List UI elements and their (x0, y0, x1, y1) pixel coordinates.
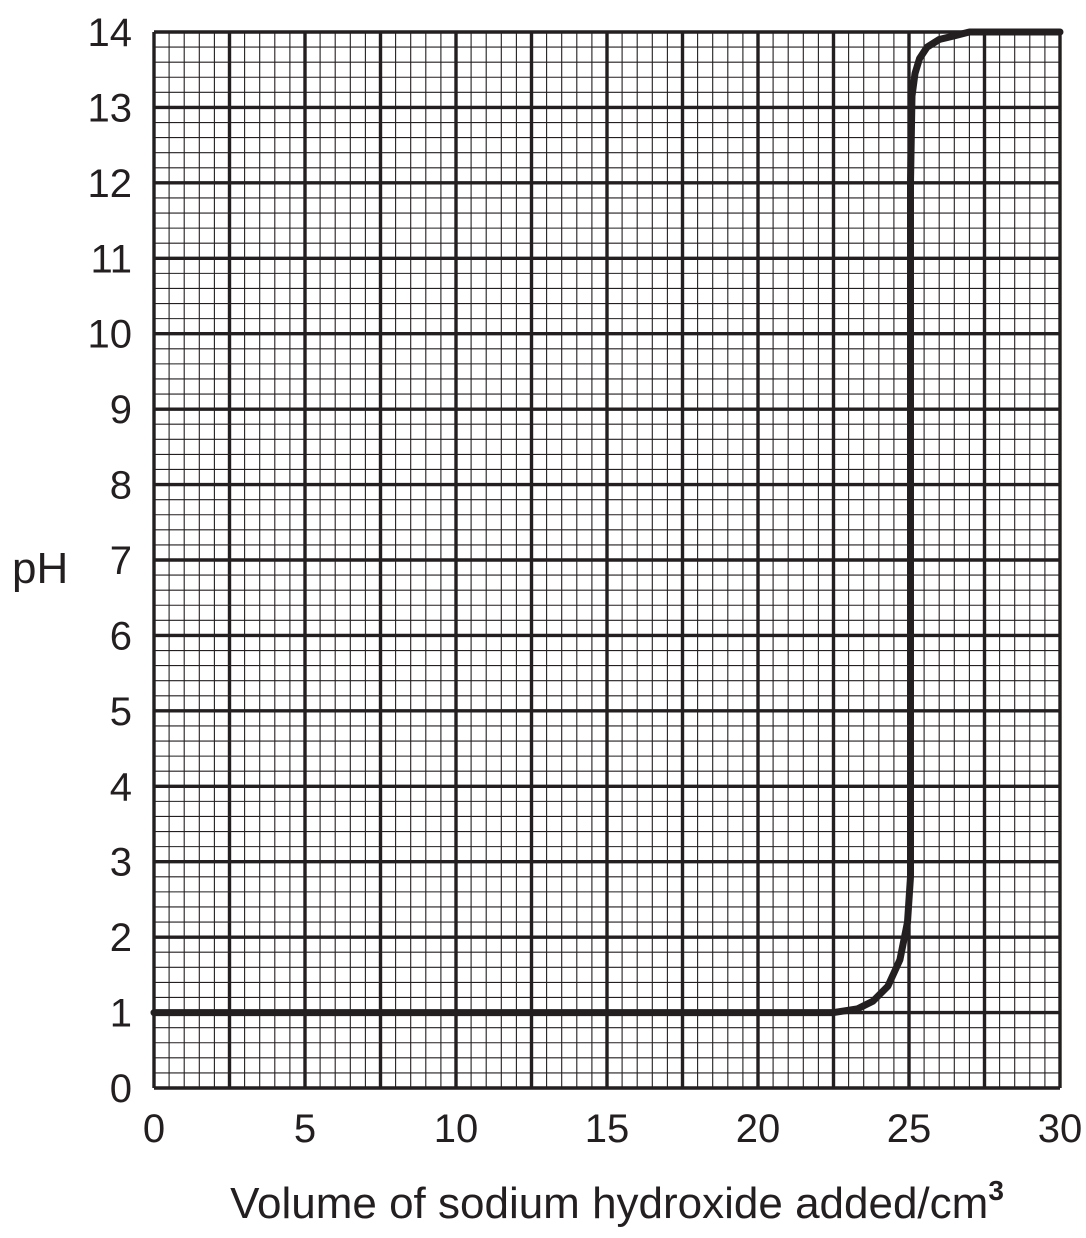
major-grid (152, 30, 1062, 1090)
x-tick-label: 25 (887, 1107, 932, 1151)
x-tick-label: 30 (1038, 1107, 1083, 1151)
y-tick-label: 14 (88, 11, 133, 55)
y-tick-label: 9 (110, 388, 132, 432)
y-tick-label: 11 (90, 237, 132, 281)
y-tick-label: 10 (88, 313, 133, 357)
y-tick-label: 8 (110, 464, 132, 508)
y-tick-label: 0 (110, 1067, 132, 1111)
titration-curve (150, 28, 1064, 1017)
y-tick-label: 3 (110, 841, 132, 885)
y-tick-label: 5 (110, 690, 132, 734)
x-tick-label: 20 (736, 1107, 781, 1151)
x-axis-title-main: Volume of sodium hydroxide added/cm (230, 1179, 988, 1228)
x-tick-label: 5 (294, 1107, 316, 1151)
y-axis-title: pH (12, 544, 68, 593)
x-tick-label: 0 (143, 1107, 165, 1151)
y-tick-label: 1 (110, 992, 132, 1036)
x-tick-label: 10 (434, 1107, 479, 1151)
y-tick-label: 7 (110, 539, 132, 583)
x-tick-labels: 0 5 10 15 20 25 30 (143, 1107, 1082, 1151)
y-tick-label: 2 (110, 916, 132, 960)
y-tick-label: 6 (110, 614, 132, 658)
y-tick-label: 12 (88, 162, 133, 206)
x-axis-title-superscript: 3 (988, 1175, 1004, 1206)
y-tick-label: 13 (88, 86, 133, 130)
x-tick-label: 15 (585, 1107, 630, 1151)
x-axis-title: Volume of sodium hydroxide added/cm3 (230, 1175, 1004, 1228)
y-tick-label: 4 (110, 765, 132, 809)
